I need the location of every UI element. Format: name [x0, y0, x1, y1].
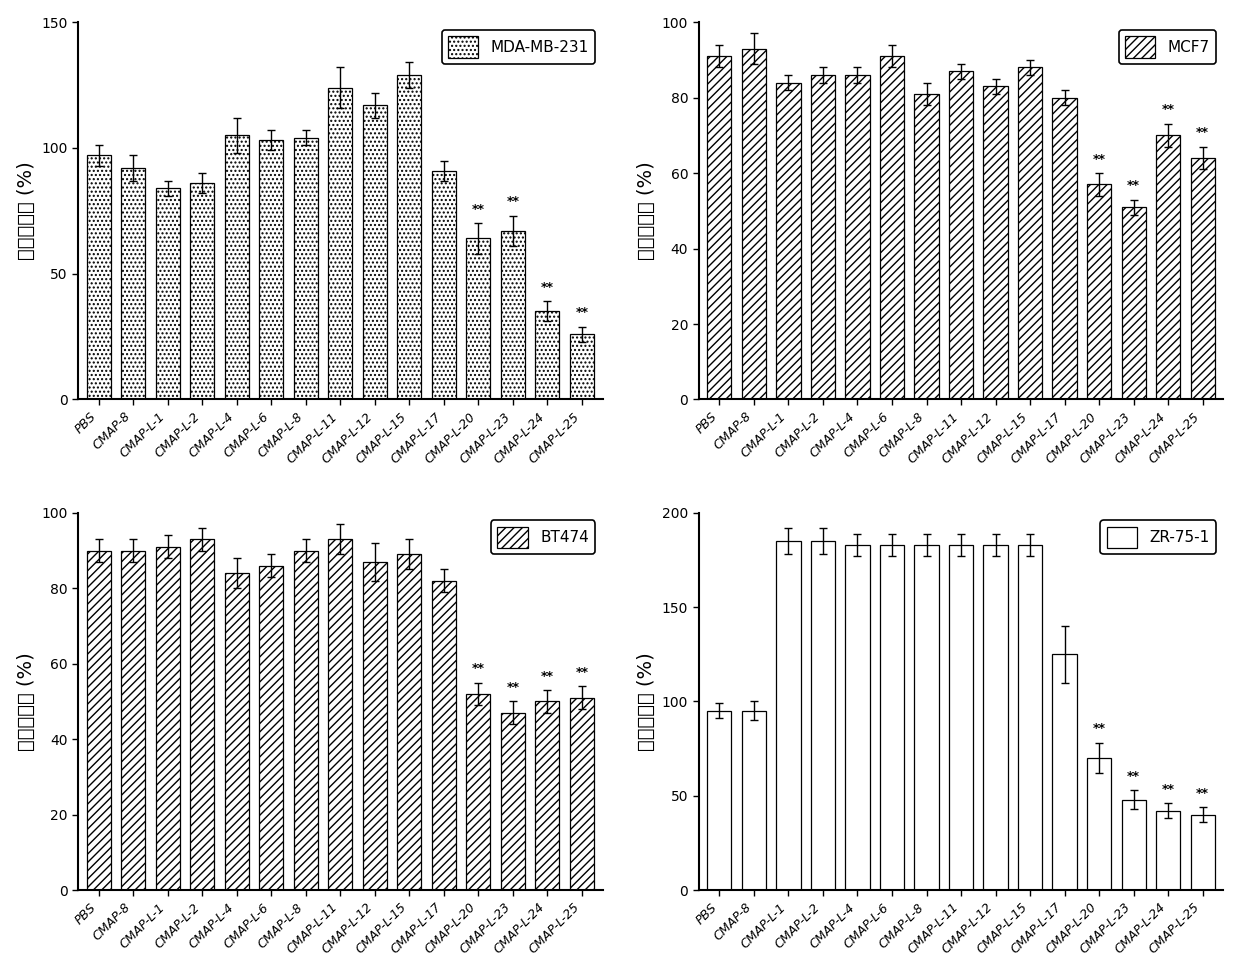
Text: **: **	[472, 662, 485, 675]
Bar	[1053, 654, 1076, 890]
Legend: BT474: BT474	[491, 521, 595, 555]
Bar	[329, 88, 352, 400]
Y-axis label: 细胞存活率 (%): 细胞存活率 (%)	[637, 162, 656, 260]
Legend: MDA-MB-231: MDA-MB-231	[441, 30, 595, 63]
Bar	[363, 105, 387, 400]
Text: **: **	[1162, 103, 1174, 117]
Text: **: **	[1127, 179, 1140, 192]
Bar	[914, 545, 939, 890]
Bar	[1190, 158, 1215, 400]
Bar	[1018, 67, 1042, 400]
Text: **: **	[1197, 126, 1209, 139]
Y-axis label: 细胞存活率 (%): 细胞存活率 (%)	[16, 652, 36, 751]
Bar	[122, 168, 145, 400]
Text: **: **	[506, 681, 520, 694]
Bar	[1156, 135, 1180, 400]
Bar	[742, 711, 766, 890]
Bar	[190, 539, 215, 890]
Text: **: **	[506, 196, 520, 208]
Bar	[914, 93, 939, 400]
Bar	[949, 545, 973, 890]
Bar	[776, 541, 801, 890]
Bar	[1053, 97, 1076, 400]
Text: **: **	[575, 306, 589, 319]
Bar	[1121, 800, 1146, 890]
Bar	[259, 140, 284, 400]
Bar	[570, 698, 594, 890]
Bar	[466, 694, 491, 890]
Text: **: **	[1127, 770, 1140, 782]
Legend: ZR-75-1: ZR-75-1	[1100, 521, 1215, 555]
Bar	[880, 545, 904, 890]
Bar	[294, 551, 317, 890]
Text: **: **	[541, 669, 554, 683]
Bar	[87, 551, 110, 890]
Bar	[1121, 207, 1146, 400]
Bar	[536, 702, 559, 890]
Bar	[811, 541, 835, 890]
Bar	[1018, 545, 1042, 890]
Bar	[397, 75, 422, 400]
Bar	[570, 334, 594, 400]
Bar	[294, 138, 317, 400]
Bar	[949, 71, 973, 400]
Bar	[501, 713, 525, 890]
Y-axis label: 细胞存活率 (%): 细胞存活率 (%)	[637, 652, 656, 751]
Bar	[501, 231, 525, 400]
Bar	[156, 188, 180, 400]
Text: **: **	[1197, 786, 1209, 800]
Bar	[363, 561, 387, 890]
Text: **: **	[1092, 722, 1106, 736]
Bar	[329, 539, 352, 890]
Bar	[190, 183, 215, 400]
Bar	[397, 555, 422, 890]
Bar	[1087, 185, 1111, 400]
Text: **: **	[1162, 783, 1174, 796]
Y-axis label: 细胞存活率 (%): 细胞存活率 (%)	[16, 162, 36, 260]
Bar	[846, 75, 869, 400]
Bar	[776, 83, 801, 400]
Bar	[1190, 814, 1215, 890]
Bar	[846, 545, 869, 890]
Bar	[880, 56, 904, 400]
Bar	[122, 551, 145, 890]
Legend: MCF7: MCF7	[1118, 30, 1215, 63]
Bar	[742, 49, 766, 400]
Text: **: **	[541, 281, 554, 294]
Bar	[1156, 811, 1180, 890]
Bar	[707, 711, 732, 890]
Bar	[466, 238, 491, 400]
Bar	[259, 565, 284, 890]
Bar	[432, 170, 456, 400]
Bar	[983, 545, 1008, 890]
Text: **: **	[472, 202, 485, 216]
Bar	[707, 56, 732, 400]
Bar	[156, 547, 180, 890]
Text: **: **	[575, 666, 589, 679]
Bar	[536, 311, 559, 400]
Bar	[224, 573, 249, 890]
Bar	[87, 156, 110, 400]
Text: **: **	[1092, 153, 1106, 165]
Bar	[224, 135, 249, 400]
Bar	[432, 581, 456, 890]
Bar	[811, 75, 835, 400]
Bar	[983, 87, 1008, 400]
Bar	[1087, 758, 1111, 890]
